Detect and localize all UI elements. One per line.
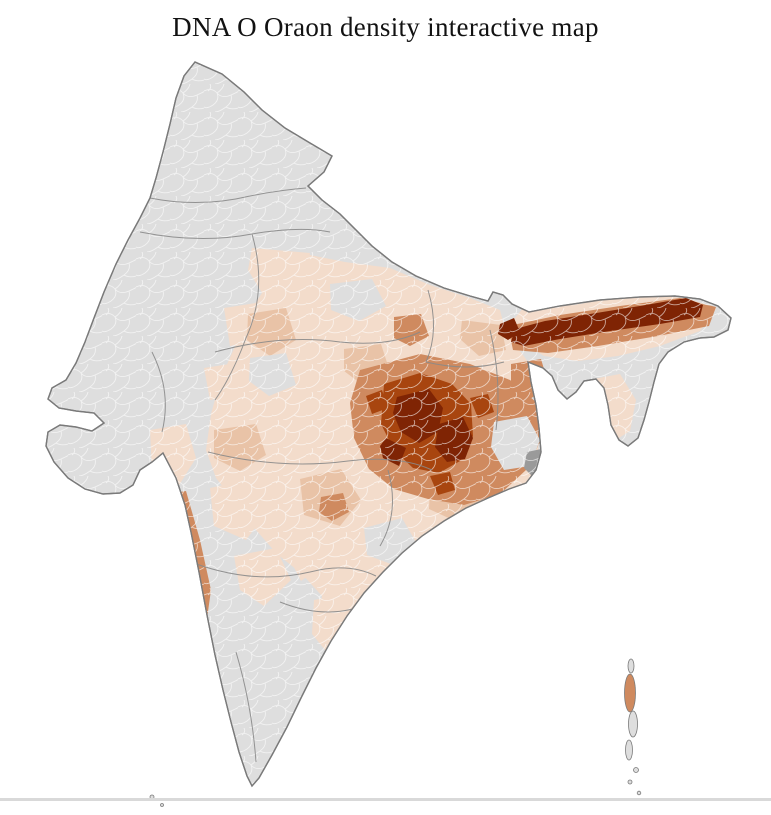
island[interactable] (160, 803, 164, 807)
state-border (425, 289, 435, 363)
state-border (139, 228, 331, 240)
state-border (149, 187, 307, 204)
island[interactable] (625, 739, 633, 761)
island[interactable] (627, 779, 633, 785)
state-border (235, 651, 257, 763)
island[interactable] (627, 658, 635, 674)
page-title: DNA O Oraon density interactive map (172, 12, 599, 42)
bottom-divider (0, 798, 771, 801)
island-andaman-medium[interactable] (624, 673, 636, 713)
state-border (185, 559, 377, 578)
state-border (207, 451, 433, 471)
island[interactable] (628, 710, 638, 738)
state-border (379, 469, 393, 547)
state-border (489, 329, 499, 431)
state-border (151, 351, 166, 433)
island[interactable] (633, 767, 639, 773)
state-border (425, 361, 505, 368)
island[interactable] (636, 790, 642, 796)
state-border (214, 331, 421, 353)
andaman-nicobar-islands[interactable] (624, 658, 642, 796)
state-border (214, 233, 260, 401)
